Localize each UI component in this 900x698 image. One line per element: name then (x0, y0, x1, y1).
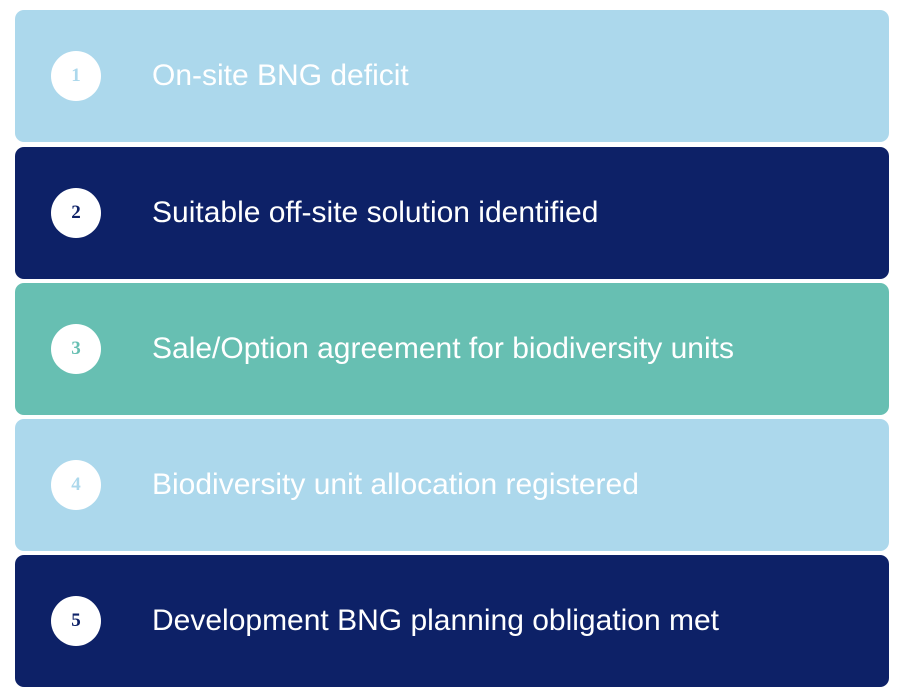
step-number: 2 (51, 188, 101, 238)
step: 5 Development BNG planning obligation me… (15, 555, 889, 687)
step-number: 5 (51, 596, 101, 646)
step: 2 Suitable off-site solution identified (15, 147, 889, 279)
step: 3 Sale/Option agreement for biodiversity… (15, 283, 889, 415)
step-label: Sale/Option agreement for biodiversity u… (152, 332, 734, 365)
step-label: Biodiversity unit allocation registered (152, 468, 639, 501)
step: 4 Biodiversity unit allocation registere… (15, 419, 889, 551)
step: 1 On-site BNG deficit (15, 10, 889, 142)
step-label: Development BNG planning obligation met (152, 604, 719, 637)
step-number: 4 (51, 460, 101, 510)
step-label: Suitable off-site solution identified (152, 196, 599, 229)
step-number: 1 (51, 51, 101, 101)
step-label: On-site BNG deficit (152, 59, 409, 92)
step-number: 3 (51, 324, 101, 374)
